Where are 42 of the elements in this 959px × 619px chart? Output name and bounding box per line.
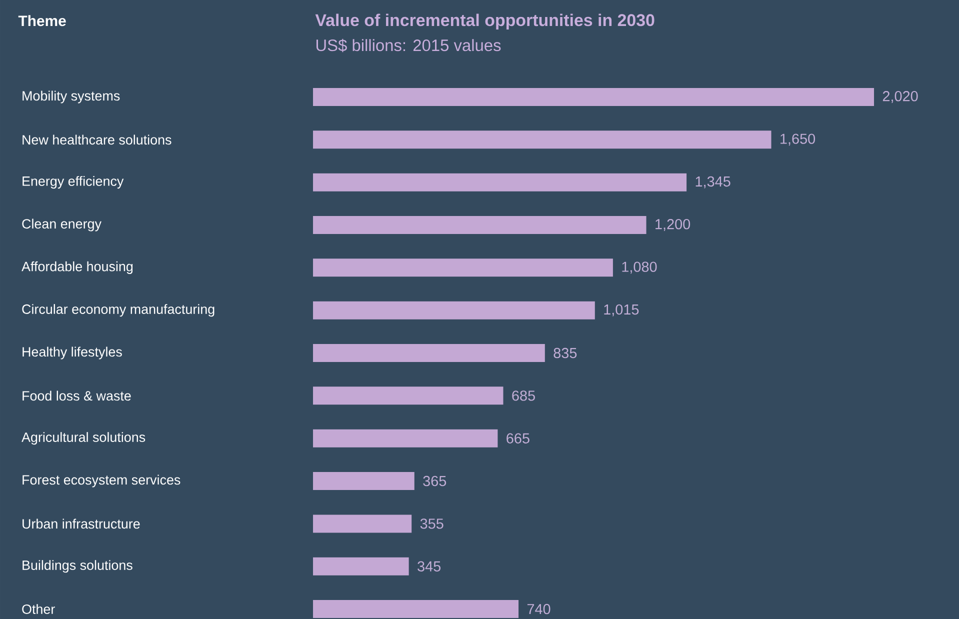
y-tick-label: Urban infrastructure	[22, 518, 140, 529]
data-label: 835	[554, 348, 577, 358]
y-tick-label: Food loss & waste	[22, 390, 131, 401]
bar	[313, 301, 595, 320]
data-label: 1,080	[622, 262, 657, 274]
data-label: 1,345	[696, 176, 730, 188]
y-tick-label: Buildings solutions	[22, 560, 132, 573]
data-label: 685	[512, 390, 535, 401]
data-label: 365	[423, 476, 446, 486]
y-tick-label: Mobility systems	[22, 90, 120, 104]
y-tick-label: Other	[22, 604, 55, 614]
data-label: 2,020	[882, 91, 918, 103]
bar	[313, 514, 412, 533]
bar	[313, 258, 613, 277]
bar	[313, 344, 545, 362]
data-label: 665	[506, 433, 530, 444]
bar	[313, 557, 409, 576]
text: Theme	[18, 15, 66, 26]
y-tick-label: Clean energy	[22, 218, 102, 232]
bar	[313, 429, 498, 448]
bar	[313, 600, 519, 618]
chart-subtitle: US$ billions: 2015 values	[316, 38, 501, 52]
y-tick-label: Affordable housing	[22, 261, 133, 274]
y-tick-label: Agricultural solutions	[22, 432, 146, 445]
data-label: 1,200	[656, 219, 690, 231]
data-label: 740	[527, 604, 550, 614]
data-label: 1,650	[780, 134, 816, 146]
y-tick-label: Forest ecosystem services	[22, 474, 180, 488]
bar	[313, 130, 772, 149]
data-label: 1,015	[604, 304, 639, 316]
bar	[313, 216, 646, 234]
bar	[313, 472, 414, 490]
bar	[313, 386, 504, 405]
data-label: 345	[418, 561, 441, 572]
y-tick-label: Healthy lifestyles	[22, 346, 122, 360]
data-label: 355	[420, 518, 444, 529]
y-tick-label: Energy efficiency	[22, 176, 124, 189]
bar	[313, 173, 687, 192]
y-tick-label: New healthcare solutions	[22, 134, 172, 145]
bar	[313, 88, 874, 106]
chart-title: Value of incremental opportunities in 2030	[315, 14, 654, 30]
y-tick-label: Circular economy manufacturing	[22, 304, 214, 317]
